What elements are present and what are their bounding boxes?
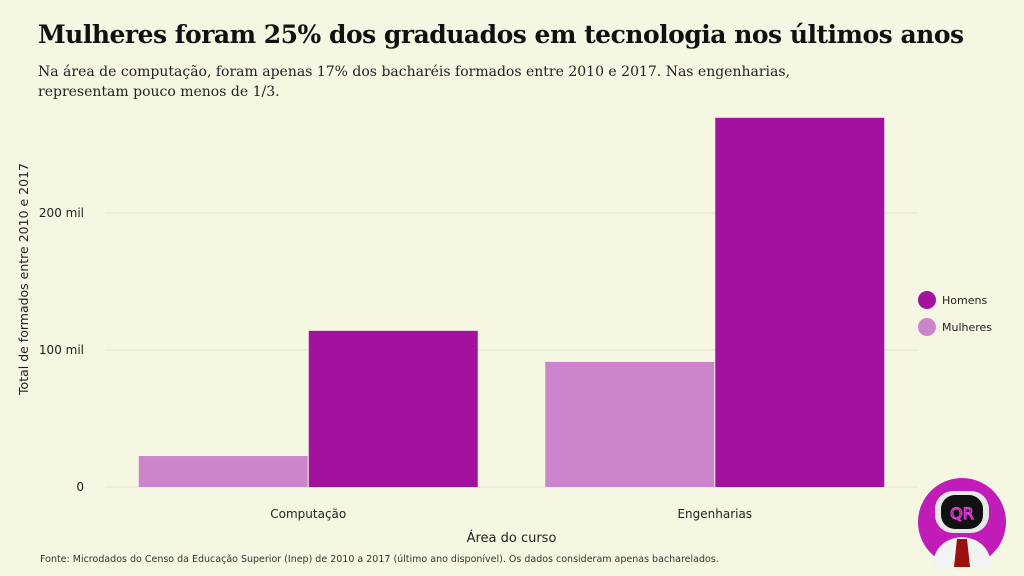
- bar-homens: [715, 117, 885, 487]
- bar-homens: [308, 330, 478, 487]
- legend-label-homens: Homens: [942, 294, 987, 307]
- x-tick-label: Computação: [270, 507, 346, 521]
- qr-robot-logo: QR: [918, 478, 1006, 567]
- y-tick-label: 200 mil: [39, 206, 84, 220]
- legend-label-mulheres: Mulheres: [942, 321, 992, 334]
- x-axis-label: Área do curso: [467, 530, 557, 546]
- y-tick-label: 100 mil: [39, 343, 84, 357]
- y-tick-label: 0: [76, 480, 84, 494]
- chart-subtitle: Na área de computação, foram apenas 17% …: [38, 64, 791, 100]
- svg-text:QR: QR: [950, 504, 974, 523]
- bar-mulheres: [138, 456, 308, 487]
- chart-title: Mulheres foram 25% dos graduados em tecn…: [38, 20, 964, 49]
- legend-swatch-mulheres: [918, 318, 936, 336]
- source-note: Fonte: Microdados do Censo da Educação S…: [40, 554, 719, 565]
- y-axis-label: Total de formados entre 2010 e 2017: [16, 163, 31, 396]
- bar-mulheres: [545, 361, 715, 487]
- x-tick-label: Engenharias: [677, 507, 752, 521]
- legend-swatch-homens: [918, 291, 936, 309]
